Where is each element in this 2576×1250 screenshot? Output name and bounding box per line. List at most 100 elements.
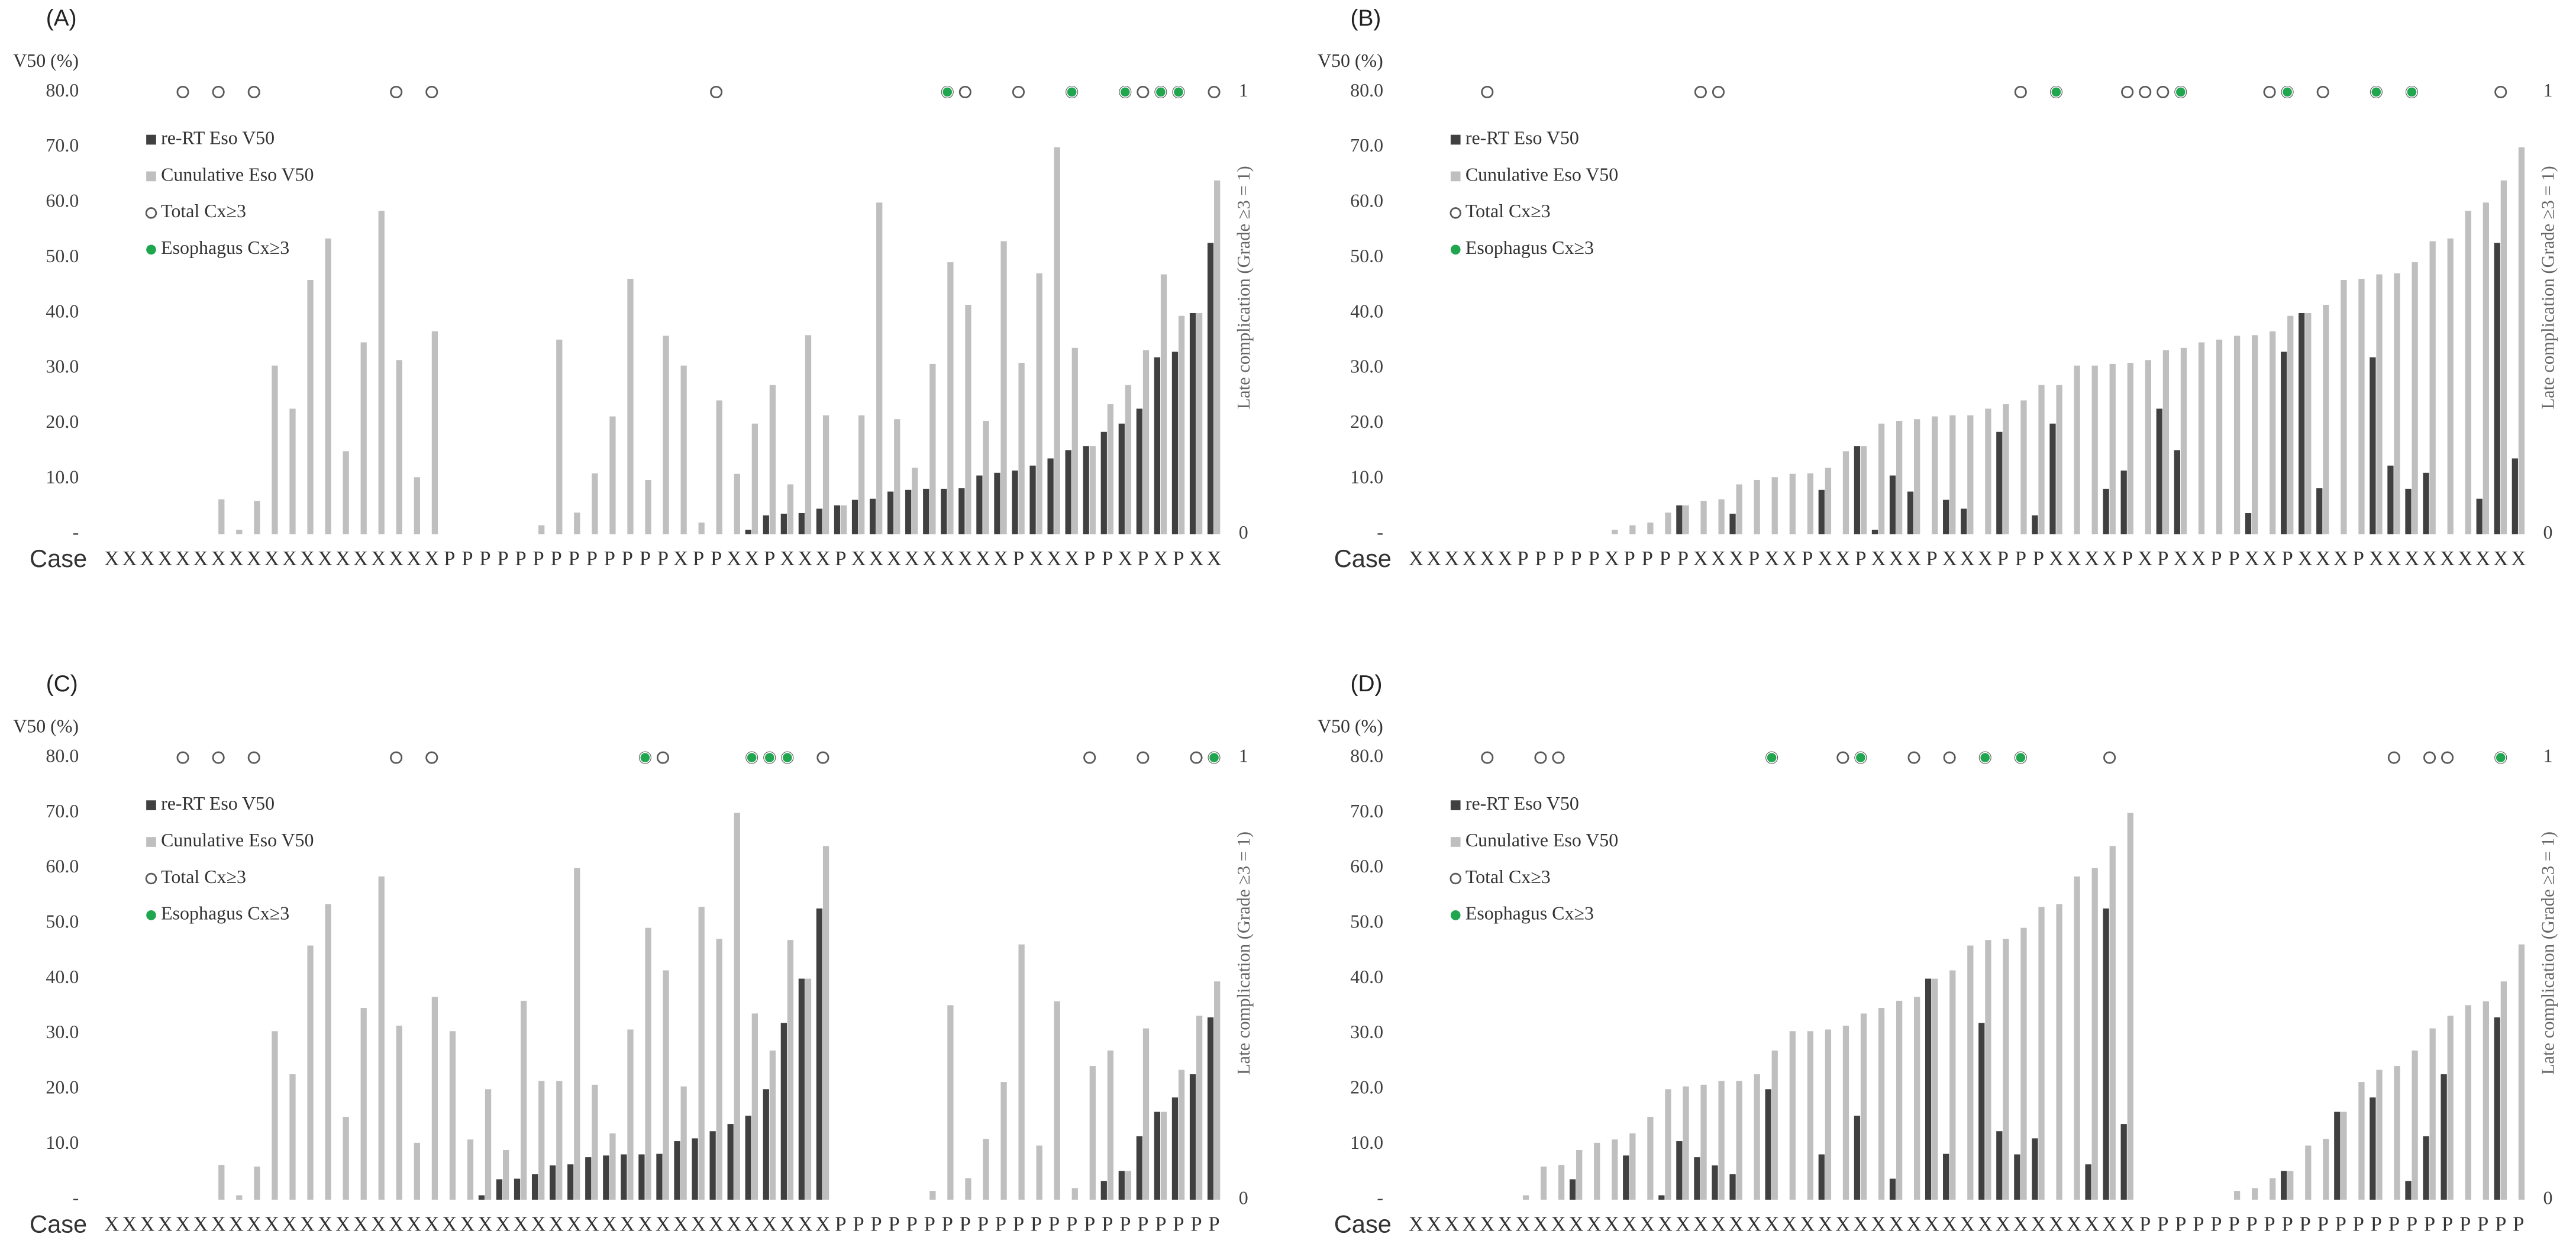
x-tick-label: P (977, 1212, 989, 1235)
bar (769, 1050, 776, 1200)
x-tick-label: P (960, 1212, 971, 1235)
total-marker (958, 85, 971, 99)
x-tick-label: X (2440, 547, 2455, 570)
bar (1967, 415, 1974, 534)
x-tick-label: X (247, 547, 262, 570)
x-tick-label: X (424, 1212, 439, 1235)
bar (1196, 312, 1203, 534)
y-tick-label: 50.0 (46, 911, 79, 932)
bar (1089, 446, 1096, 534)
bar (272, 365, 278, 534)
bar (680, 1086, 687, 1200)
x-tick-label: P (550, 547, 561, 570)
bar (1771, 1050, 1778, 1200)
bar (1754, 479, 1760, 534)
x-tick-label: P (2353, 547, 2364, 570)
x-tick-label: P (2281, 547, 2293, 570)
x-tick-label: X (460, 1212, 474, 1235)
legend-swatch (146, 244, 156, 255)
legend-swatch (1450, 134, 1461, 145)
x-tick-label: X (1960, 1212, 1975, 1235)
bar (751, 423, 758, 534)
x-tick-label: P (461, 547, 473, 570)
x-tick-label: X (2031, 1212, 2046, 1235)
x-tick-label: P (586, 547, 598, 570)
x-tick-label: P (1855, 547, 1866, 570)
bar (1694, 1157, 1700, 1200)
panel-title: (A) (46, 6, 77, 31)
bar (272, 1031, 278, 1200)
bar (449, 1031, 456, 1200)
x-tick-label: P (2157, 1212, 2168, 1235)
bar (727, 1124, 734, 1200)
bar (2429, 1028, 2436, 1200)
x-tick-label: X (1942, 547, 1957, 570)
bar (1860, 446, 1867, 534)
x-tick-label: X (2173, 547, 2188, 570)
x-tick-label: X (424, 547, 439, 570)
x-tick-label: X (229, 547, 244, 570)
bar (2245, 513, 2252, 534)
bar (2387, 465, 2394, 534)
bar (876, 202, 883, 534)
x-tick-label: X (691, 1212, 706, 1235)
bar (1949, 970, 1956, 1200)
x-tick-label: X (780, 1212, 795, 1235)
bar (556, 1081, 563, 1200)
bar (798, 978, 805, 1200)
bar (585, 1157, 592, 1200)
bar (787, 484, 794, 534)
x-tick-label: P (1660, 547, 1671, 570)
bar (2323, 304, 2329, 534)
bar (2109, 363, 2116, 534)
x-tick-label: X (709, 1212, 724, 1235)
x-tick-label: X (264, 1212, 279, 1235)
bar (603, 1155, 609, 1200)
x-tick-label: X (2333, 547, 2348, 570)
x-tick-label: X (940, 547, 955, 570)
bar (378, 876, 385, 1200)
y-tick-label: 50.0 (46, 246, 79, 266)
x-tick-label: X (389, 547, 403, 570)
bar (2494, 1017, 2500, 1200)
total-marker (1694, 85, 1707, 99)
y-tick-label: 70.0 (46, 135, 79, 156)
x-tick-label: X (1942, 1212, 1957, 1235)
bar (1765, 1089, 1771, 1200)
total-marker (1481, 85, 1494, 99)
bar (2370, 357, 2376, 534)
bar (289, 408, 296, 534)
y-tick-label: 20.0 (1350, 1077, 1383, 1098)
bar (2394, 1066, 2400, 1200)
esophagus-marker (1119, 86, 1131, 98)
bar (787, 940, 794, 1200)
x-tick-label: X (1960, 547, 1975, 570)
x-tick-label: X (1835, 1212, 1850, 1235)
x-tick-label: X (1907, 547, 1922, 570)
x-tick-label: X (744, 1212, 759, 1235)
x-tick-label: P (657, 547, 669, 570)
x-tick-label: X (2387, 547, 2401, 570)
bar (1136, 1136, 1143, 1200)
x-tick-label: P (711, 547, 722, 570)
x-tick-label: X (1764, 547, 1779, 570)
total-marker (2423, 751, 2436, 764)
bar (1932, 978, 1938, 1200)
bar (2233, 1191, 2241, 1200)
x-tick-label: X (406, 1212, 421, 1235)
bar (1961, 508, 1967, 534)
x-tick-label: X (1569, 1212, 1584, 1235)
x-tick-label: X (282, 1212, 297, 1235)
x-axis-label: Case (1334, 545, 1392, 572)
x-tick-label: P (2371, 1212, 2382, 1235)
bar (2198, 342, 2205, 534)
x-tick-label: P (1102, 1212, 1113, 1235)
x-tick-label: X (1480, 547, 1494, 570)
x-tick-label: X (2493, 547, 2508, 570)
bar (1914, 997, 1920, 1200)
bar (941, 488, 947, 534)
bar (1012, 471, 1018, 534)
x-tick-label: X (798, 547, 812, 570)
x-tick-label: P (835, 1212, 846, 1235)
x-tick-label: X (1533, 1212, 1548, 1235)
